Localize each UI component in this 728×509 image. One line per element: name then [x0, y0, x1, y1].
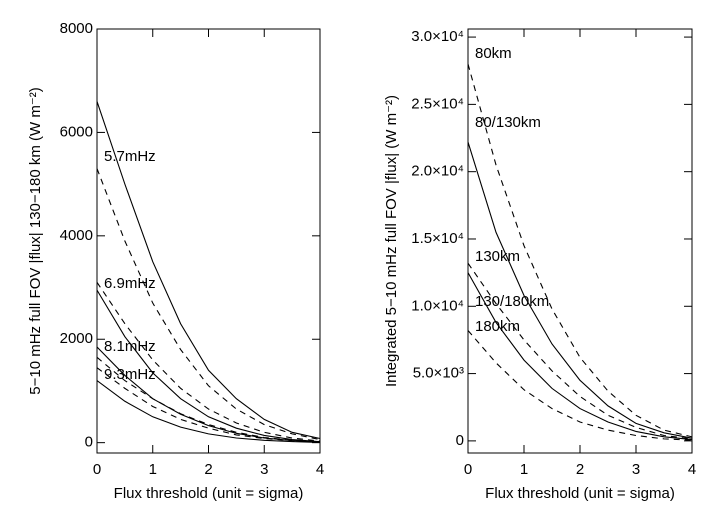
- plot-frame: [467, 28, 693, 454]
- series-line: [467, 262, 693, 440]
- curve-label: 9.3mHz: [104, 366, 156, 383]
- x-tick-label: 3: [260, 461, 268, 478]
- curve-label: 6.9mHz: [104, 275, 156, 292]
- y-axis-title: Integrated 5−10 mHz full FOV |flux| (W m…: [383, 95, 400, 387]
- series-line: [96, 356, 321, 443]
- y-tick-label: 5.0×10³: [413, 365, 464, 382]
- x-axis-title: Flux threshold (unit = sigma): [485, 485, 675, 502]
- curve-label: 130km: [475, 248, 520, 265]
- curve-label: 180km: [475, 318, 520, 335]
- x-axis-title: Flux threshold (unit = sigma): [114, 485, 304, 502]
- y-tick-label: 2.0×10⁴: [411, 163, 464, 180]
- series-line: [96, 289, 321, 443]
- x-tick-label: 4: [688, 461, 696, 478]
- x-tick-label: 2: [576, 461, 584, 478]
- y-tick-label: 8000: [60, 20, 93, 37]
- series-line: [96, 101, 321, 440]
- y-axis-title: 5−10 mHz full FOV |flux| 130−180 km (W m…: [27, 87, 44, 394]
- series-line: [96, 380, 321, 443]
- y-tick-label: 2.5×10⁴: [411, 95, 464, 112]
- series-line: [467, 141, 693, 439]
- series-line: [96, 367, 321, 443]
- curve-label: 80km: [475, 45, 512, 62]
- curve-label: 8.1mHz: [104, 338, 156, 355]
- curve-label: 80/130km: [475, 114, 541, 131]
- y-tick-label: 1.0×10⁴: [411, 297, 464, 314]
- y-tick-label: 1.5×10⁴: [411, 230, 464, 247]
- y-tick-label: 0: [456, 432, 464, 449]
- y-tick-label: 3.0×10⁴: [411, 28, 464, 45]
- x-tick-label: 1: [520, 461, 528, 478]
- y-tick-label: 2000: [60, 330, 93, 347]
- series-line: [96, 282, 321, 442]
- x-tick-label: 4: [316, 461, 324, 478]
- x-tick-label: 1: [149, 461, 157, 478]
- x-tick-label: 0: [93, 461, 101, 478]
- series-line: [467, 330, 693, 441]
- curve-label: 5.7mHz: [104, 148, 156, 165]
- y-tick-label: 6000: [60, 123, 93, 140]
- series-line: [96, 168, 321, 441]
- x-tick-label: 3: [632, 461, 640, 478]
- curve-label: 130/180km: [475, 293, 549, 310]
- series-line: [467, 63, 693, 438]
- series-line: [96, 346, 321, 443]
- y-tick-label: 0: [85, 434, 93, 451]
- series-line: [467, 272, 693, 441]
- y-tick-label: 4000: [60, 227, 93, 244]
- x-tick-label: 2: [204, 461, 212, 478]
- x-tick-label: 0: [464, 461, 472, 478]
- plot-frame: [96, 28, 321, 454]
